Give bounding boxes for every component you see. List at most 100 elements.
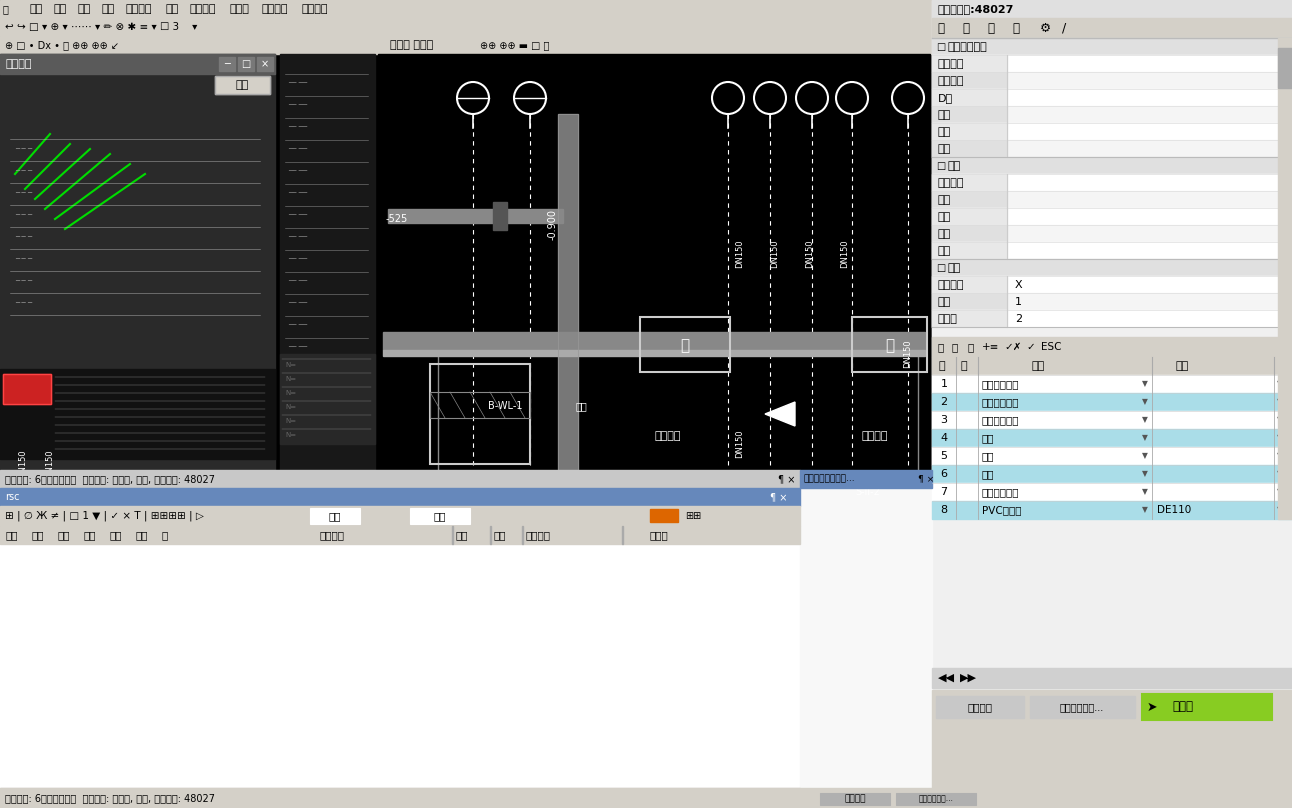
Text: 部位: 部位 [938,195,951,205]
Text: 分部分项: 分部分项 [938,178,965,188]
Text: ─: ─ [224,59,230,69]
Text: 定: 定 [937,342,943,352]
Text: 6: 6 [941,469,947,479]
Text: 管道刷油面积: 管道刷油面积 [982,379,1019,389]
Text: 送风机房: 送风机房 [862,431,889,441]
Text: ── ──: ── ── [288,300,307,306]
Text: 消防电梯: 消防电梯 [99,485,120,494]
Text: 定: 定 [937,22,944,35]
Text: ¶ ×: ¶ × [919,474,934,483]
Text: 计算器: 计算器 [230,4,249,14]
Text: DN150: DN150 [841,240,850,268]
Bar [960,432,972,444]
Bar [932,242,1292,259]
Text: ▼: ▼ [1142,487,1147,496]
Text: rsc: rsc [5,492,19,502]
Bar [0,54,275,470]
Text: 风: 风 [885,339,894,354]
Bar [932,123,1292,140]
Bar [379,54,930,470]
Bar [932,465,1292,483]
Bar [932,411,1292,429]
Bar [214,76,270,94]
Text: ─ ─ ─: ─ ─ ─ [16,212,32,218]
Bar [558,114,578,470]
Text: XL-2: XL-2 [419,487,439,497]
Text: 关联: 关联 [31,530,44,540]
Text: N=: N= [286,376,296,382]
Text: ── ──: ── ── [288,80,307,86]
Text: S-ll-2: S-ll-2 [638,487,663,497]
Bar [1278,48,1292,88]
Text: ── ──: ── ── [288,190,307,196]
Text: 倍数: 倍数 [938,297,951,307]
Text: 小数点: 小数点 [938,314,957,324]
Text: □: □ [935,42,946,52]
Text: 组: 组 [1012,22,1019,35]
Text: ⚙: ⚙ [1040,22,1052,35]
Bar [960,468,972,480]
Bar [214,76,270,94]
Text: 清单定额数据: 清单定额数据 [948,42,988,52]
Text: ESC: ESC [1041,342,1062,352]
Text: DN150: DN150 [735,430,744,458]
Text: 分部: 分部 [57,530,70,540]
Bar [0,54,930,470]
Text: B-WL-1: B-WL-1 [488,401,522,411]
Text: 清单: 清单 [938,127,951,137]
Bar [932,393,1292,411]
Text: 软件升级: 软件升级 [127,4,152,14]
Bar [430,392,530,418]
Bar [800,470,932,488]
Text: PVC排水管: PVC排水管 [982,505,1022,515]
Text: 2: 2 [941,397,947,407]
Bar [1030,696,1134,718]
Text: 单位: 单位 [494,530,505,540]
Text: 标箱: 标箱 [576,401,588,411]
Text: 管道保温层面: 管道保温层面 [982,415,1019,425]
Bar [0,506,800,526]
Bar [932,310,1006,327]
Text: 2: 2 [1016,314,1022,324]
Bar [932,191,1006,208]
Text: N=: N= [286,432,296,438]
Text: ▼: ▼ [1142,506,1147,515]
Bar [0,488,800,506]
Bar [932,690,1292,808]
Bar [0,18,1292,36]
Bar [960,414,972,426]
Text: 在线支持: 在线支持 [190,4,217,14]
Text: 纸: 纸 [3,4,9,14]
Bar [0,470,800,488]
Text: □: □ [242,59,251,69]
Text: 支路: 支路 [134,530,147,540]
Bar [382,350,925,356]
Bar [932,259,1292,276]
Bar [494,202,506,230]
Text: 1: 1 [1016,297,1022,307]
Text: 已: 已 [952,342,959,352]
Text: 用途: 用途 [938,246,951,256]
Bar [932,668,1292,688]
Bar [820,793,890,805]
Text: ▼: ▼ [1142,452,1147,461]
Text: ▼: ▼ [1142,415,1147,424]
Bar [1278,38,1292,519]
Text: ▼: ▼ [1142,434,1147,443]
Bar [932,337,1292,357]
Text: ── ──: ── ── [288,124,307,130]
Bar [932,191,1292,208]
Text: 其他: 其他 [948,263,961,273]
Text: 功能: 功能 [30,4,43,14]
Text: 单位: 单位 [938,144,951,154]
Text: 视图: 视图 [78,4,92,14]
Text: X: X [1016,280,1023,290]
Text: 包含: 包含 [434,511,446,521]
Text: 部位: 部位 [83,530,96,540]
Text: ¶ ×: ¶ × [778,474,796,484]
Bar [932,429,1292,447]
Text: ─ ─ ─: ─ ─ ─ [16,190,32,196]
Text: DN150: DN150 [735,240,744,268]
Bar [932,140,1006,157]
Bar [410,508,470,524]
